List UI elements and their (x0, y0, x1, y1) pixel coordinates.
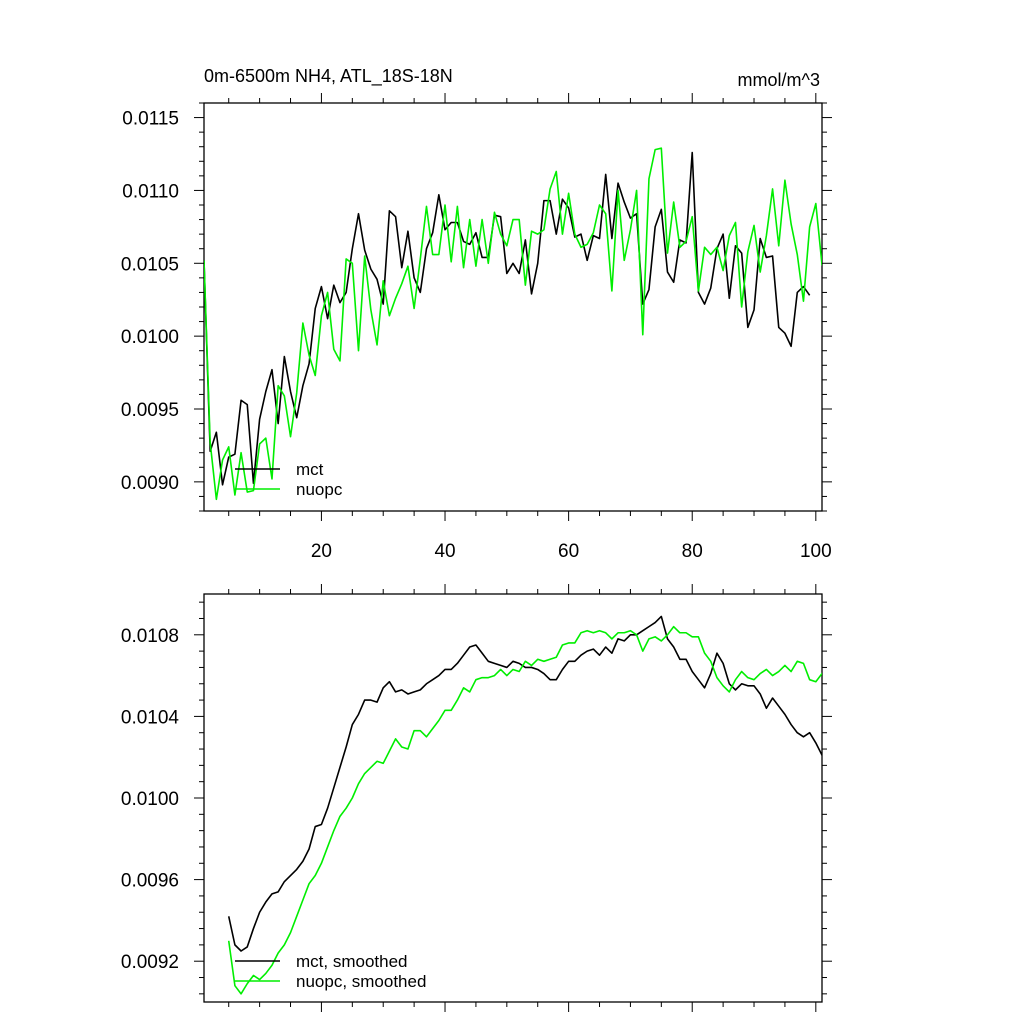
bottom-y-tick-label: 0.0108 (121, 626, 179, 647)
top-x-tick-label: 20 (311, 541, 332, 562)
top-series-line-nuopc (204, 147, 822, 501)
top-y-tick-label: 0.0105 (121, 254, 179, 275)
top-chart-units: mmol/m^3 (738, 70, 820, 90)
top-chart-title: 0m-6500m NH4, ATL_18S-18N (204, 66, 453, 87)
top-legend-label: nuopc (296, 480, 343, 499)
top-legend-label: mct (296, 460, 324, 479)
top-x-tick-label: 60 (558, 541, 579, 562)
bottom-plot-frame (203, 593, 823, 1003)
top-x-tick-label: 100 (800, 541, 832, 562)
bottom-y-tick-label: 0.0092 (121, 952, 179, 973)
bottom-series-line-mct-smoothed (227, 615, 822, 952)
top-y-tick-label: 0.0090 (121, 473, 179, 494)
top-y-tick-label: 0.0115 (122, 109, 179, 130)
bottom-legend-label: nuopc, smoothed (296, 972, 426, 991)
top-plot-frame (203, 102, 823, 512)
top-chart-panel: 20 40 60 80 100 0.0090 0.0095 0.0100 0.0105 0.011… (121, 93, 832, 562)
bottom-chart-panel: 0.0092 0.0096 0.0100 0.0104 0.0108 mct, smoot… (121, 584, 832, 1012)
bottom-series-line-nuopc-smoothed (227, 625, 822, 995)
top-y-tick-label: 0.0100 (121, 327, 179, 348)
bottom-y-tick-label: 0.0096 (121, 871, 179, 892)
bottom-y-tick-label: 0.0100 (121, 789, 179, 810)
top-y-tick-label: 0.0095 (121, 400, 179, 421)
bottom-legend-label: mct, smoothed (296, 952, 408, 971)
bottom-y-tick-label: 0.0104 (121, 707, 180, 728)
top-series-line-mct (204, 151, 811, 486)
top-x-tick-label: 80 (682, 541, 703, 562)
top-x-tick-label: 40 (434, 541, 455, 562)
top-y-tick-label: 0.0110 (122, 181, 179, 202)
